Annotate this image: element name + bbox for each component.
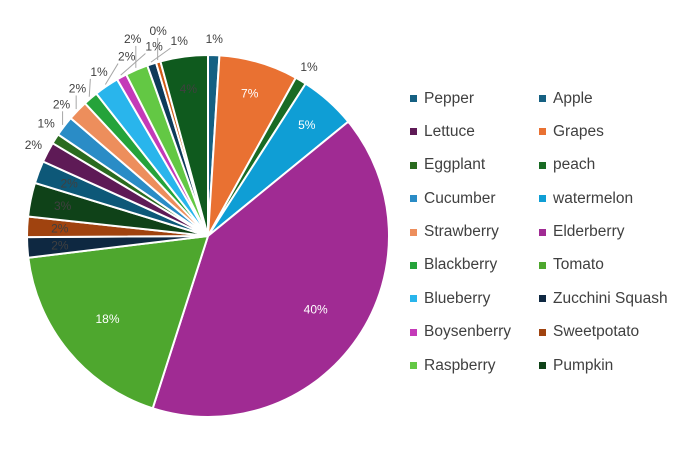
legend-label: Blackberry [424, 256, 498, 274]
data-label: 2% [124, 32, 142, 46]
legend-swatch [410, 95, 417, 102]
legend-item: Blueberry [410, 288, 539, 309]
data-label: 1% [171, 34, 189, 48]
data-label: 2% [51, 238, 69, 252]
legend-swatch [539, 328, 546, 336]
data-label: 5% [298, 118, 316, 132]
legend-label: Pepper [424, 89, 474, 107]
legend-swatch [410, 161, 417, 169]
legend-swatch [539, 95, 546, 102]
data-label: 1% [90, 65, 108, 79]
legend-label: Sweetpotato [553, 323, 640, 341]
legend-swatch [410, 362, 417, 370]
legend-label: Tomato [553, 256, 604, 274]
leader-lines [62, 37, 171, 125]
legend-label: Zucchini Squash [553, 289, 668, 307]
legend-swatch [539, 261, 546, 269]
data-label: 7% [241, 87, 259, 101]
legend-label: peach [553, 156, 596, 174]
legend-label: Elderberry [553, 223, 625, 241]
leader-line [104, 63, 119, 85]
legend-item: Zucchini Squash [539, 288, 699, 309]
legend-label: Raspberry [424, 356, 496, 374]
pie-slice-unlabeled-20 [159, 53, 209, 237]
legend-item: Raspberry [410, 355, 539, 376]
data-label: 40% [304, 302, 328, 316]
legend-swatch [539, 161, 546, 169]
legend-item: Apple [539, 88, 699, 109]
legend-swatch [539, 195, 546, 203]
legend-label: Cucumber [424, 189, 496, 207]
legend-swatch [410, 328, 417, 336]
legend-label: Lettuce [424, 122, 475, 140]
legend-swatch [539, 128, 546, 136]
data-label: 1% [145, 40, 163, 54]
legend-item: Blackberry [410, 255, 539, 276]
data-label: 1% [206, 32, 224, 46]
legend-swatch [410, 295, 417, 303]
legend-label: watermelon [553, 189, 634, 207]
legend-label: Grapes [553, 122, 604, 140]
data-labels: 7%5%40%18%2%2%3%2%4%1%1%2%1%2%2%1%2%1%2%… [25, 24, 328, 326]
data-label: 3% [54, 199, 72, 213]
legend-label: Eggplant [424, 156, 486, 174]
legend-swatch [539, 295, 546, 303]
data-label: 4% [180, 82, 198, 96]
data-label: 2% [69, 81, 87, 95]
legend-label: Pumpkin [553, 356, 614, 374]
pie-slice-tomato [27, 234, 210, 410]
legend-item: Eggplant [410, 155, 539, 176]
pie-slice-elderberry [151, 120, 390, 418]
legend-label: Strawberry [424, 223, 499, 241]
legend-swatch [410, 195, 417, 203]
legend: Pepper Apple Lettuce Grapes Eggplant peach Cuc… [410, 88, 699, 376]
legend-item: Elderberry [539, 222, 699, 243]
data-label: 18% [96, 312, 120, 326]
legend-item: Sweetpotato [539, 322, 699, 343]
legend-swatch [410, 228, 417, 236]
data-label: 2% [53, 97, 71, 111]
legend-item: Tomato [539, 255, 699, 276]
legend-item: Pumpkin [539, 355, 699, 376]
legend-swatch [539, 228, 546, 236]
data-label: 1% [300, 60, 318, 74]
legend-label: Apple [553, 89, 593, 107]
legend-swatch [410, 261, 417, 269]
legend-item: Pepper [410, 88, 539, 109]
slices [25, 53, 390, 418]
legend-item: watermelon [539, 188, 699, 209]
data-label: 2% [25, 138, 43, 152]
data-label: 2% [60, 177, 78, 191]
leader-line [150, 47, 171, 63]
leader-line [120, 53, 146, 76]
data-label: 1% [38, 117, 56, 131]
legend-swatch [539, 362, 546, 370]
legend-item: Grapes [539, 121, 699, 142]
data-label: 0% [149, 24, 167, 38]
legend-label: Boysenberry [424, 323, 512, 341]
legend-item: Lettuce [410, 121, 539, 142]
data-label: 2% [118, 50, 136, 64]
data-label: 2% [51, 221, 69, 235]
legend-swatch [410, 128, 417, 136]
legend-item: peach [539, 155, 699, 176]
legend-item: Strawberry [410, 222, 539, 243]
leader-line [88, 78, 91, 97]
legend-label: Blueberry [424, 289, 491, 307]
legend-item: Cucumber [410, 188, 539, 209]
legend-item: Boysenberry [410, 322, 539, 343]
